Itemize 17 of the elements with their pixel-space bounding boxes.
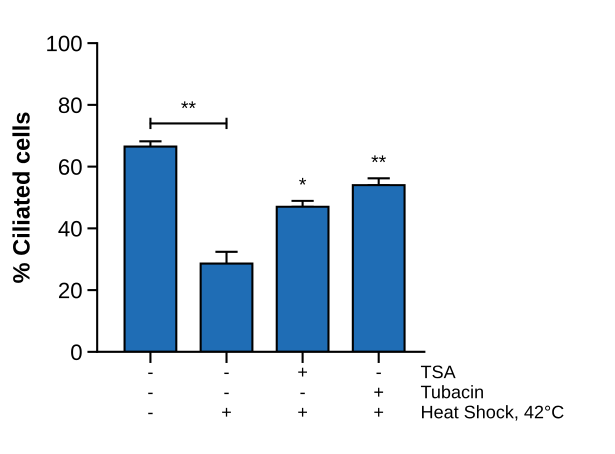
x-tick-label: - - - [148,372,153,414]
annotation: ** [371,155,386,162]
y-tick-label: 0 [71,344,82,360]
y-tick-label: 80 [58,97,82,114]
y-tick-label: 20 [58,282,82,298]
y-tick-label: 60 [59,159,82,175]
text: Heat Shock, 42°C [422,405,564,421]
text: TSA [420,366,456,378]
annotation: ** [181,101,196,108]
y-tick-label: 100 [47,36,82,52]
y-tick-label: 40 [58,220,82,237]
y-axis-title: % Ciliated cells [12,112,30,283]
x-tick-label: - - + [222,372,231,417]
x-tick-label: - + + [374,372,384,417]
text: Tubacin [420,385,483,398]
annotation: * [299,178,306,185]
x-tick-label: + - + [298,368,307,417]
